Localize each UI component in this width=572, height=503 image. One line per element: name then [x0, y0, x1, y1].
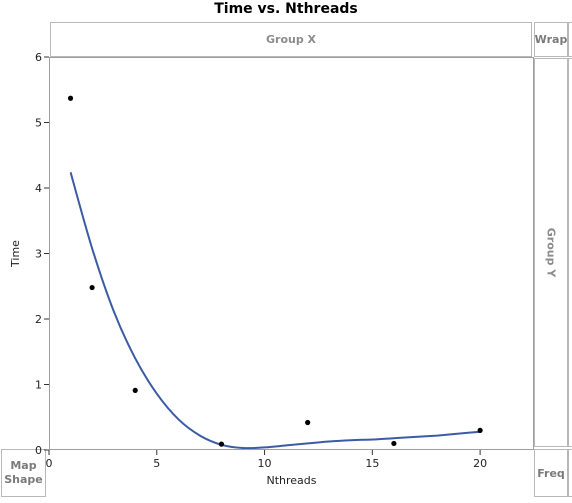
data-point — [218, 441, 225, 447]
page-drop-zone[interactable] — [568, 449, 572, 497]
x-tick-label: 5 — [153, 457, 160, 470]
group-y-drop-zone[interactable]: Group Y — [534, 58, 568, 447]
smoother-line — [69, 172, 481, 450]
y-tick-label: 2 — [35, 313, 42, 326]
data-point — [132, 387, 138, 393]
x-axis-label: Nthreads — [266, 474, 316, 487]
plot-frame[interactable] — [49, 57, 534, 450]
x-tick-label: 10 — [258, 457, 272, 470]
group-x-drop-zone[interactable]: Group X — [50, 22, 532, 57]
data-point — [67, 95, 74, 101]
y-axis-label: Time — [9, 240, 22, 268]
group-x-label: Group X — [265, 33, 317, 46]
y-tick-label: 4 — [35, 182, 42, 195]
data-point — [89, 284, 95, 291]
data-point — [391, 440, 397, 447]
freq-label: Freq — [537, 466, 565, 480]
data-points — [67, 95, 483, 447]
color-drop-zone[interactable] — [568, 58, 572, 447]
chart-title: Time vs. Nthreads — [214, 1, 358, 17]
x-axis: 0 5 10 15 20 — [46, 450, 487, 470]
wrap-drop-zone[interactable]: Wrap — [534, 22, 568, 57]
data-point — [477, 427, 483, 433]
y-tick-label: 5 — [35, 117, 42, 130]
y-axis: 0 1 2 3 4 5 6 — [35, 51, 49, 457]
x-tick-label: 0 — [46, 457, 53, 470]
freq-drop-zone[interactable]: Freq — [534, 449, 568, 497]
x-tick-label: 20 — [473, 457, 487, 470]
map-shape-label: Map Shape — [4, 459, 43, 486]
y-tick-label: 0 — [35, 444, 42, 457]
y-tick-label: 1 — [35, 379, 42, 392]
y-tick-label: 3 — [35, 248, 42, 261]
data-point — [305, 419, 311, 426]
x-tick-label: 15 — [365, 457, 379, 470]
y-tick-label: 6 — [35, 51, 42, 64]
overlap-drop-zone[interactable] — [568, 22, 572, 57]
wrap-label: Wrap — [534, 33, 568, 46]
map-shape-drop-zone[interactable]: Map Shape — [1, 449, 46, 497]
